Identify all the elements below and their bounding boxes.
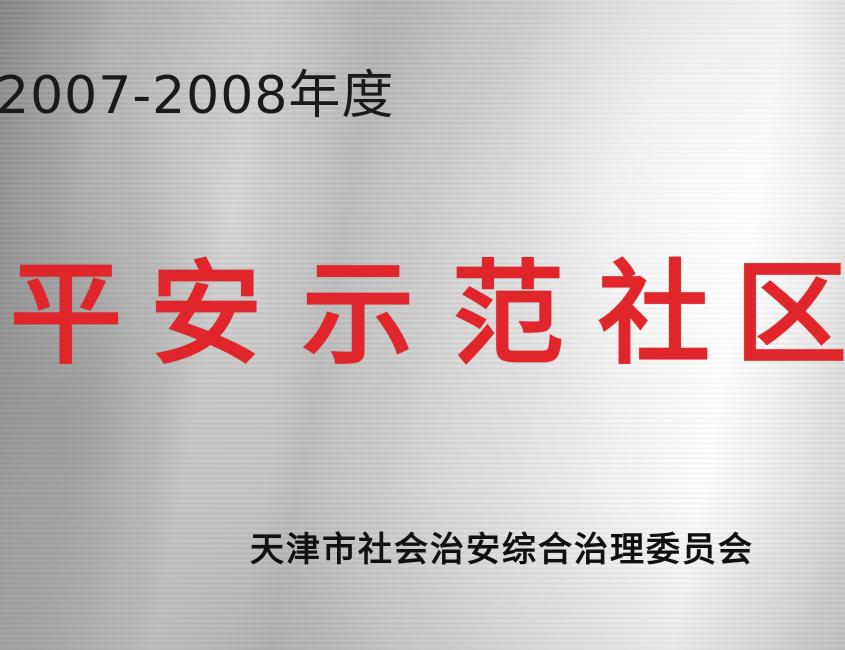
title-char-4: 范	[452, 249, 564, 380]
title-char-1: 平	[10, 249, 122, 380]
plaque-title: 平 安 示 范 社 区	[0, 240, 845, 400]
title-char-5: 社	[598, 249, 710, 380]
title-char-2: 安	[150, 249, 262, 380]
issuer-name: 天津市社会治安综合治理委员会	[250, 530, 754, 570]
title-char-3: 示	[302, 249, 414, 380]
year-label: 2007-2008年度	[0, 66, 395, 126]
title-char-6: 区	[735, 249, 845, 380]
